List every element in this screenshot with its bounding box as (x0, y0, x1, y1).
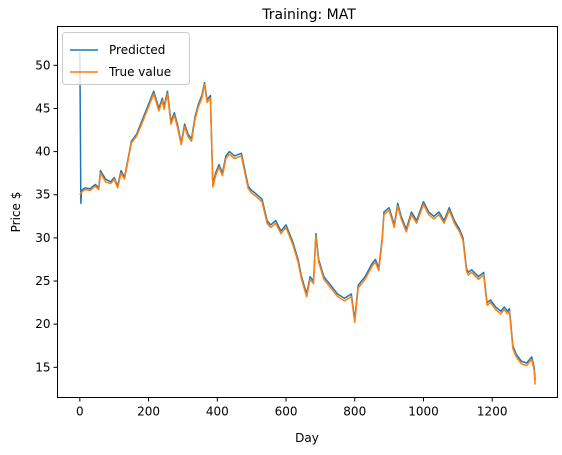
y-tick-label: 40 (35, 145, 50, 159)
x-axis-label: Day (295, 431, 319, 445)
x-tick-label: 400 (206, 405, 229, 419)
y-tick-label: 15 (35, 360, 50, 374)
y-tick-label: 20 (35, 317, 50, 331)
x-tick-label: 600 (275, 405, 298, 419)
plot-frame (57, 26, 558, 398)
series-line-true-value (79, 83, 536, 385)
plot-area (79, 52, 536, 385)
y-tick-label: 50 (35, 58, 50, 72)
y-axis: 15 20 25 30 35 40 45 50 (35, 58, 58, 374)
y-tick-label: 45 (35, 101, 50, 115)
x-tick-label: 800 (343, 405, 366, 419)
y-tick-label: 35 (35, 188, 50, 202)
x-axis: 0 200 400 600 800 1000 1200 (76, 397, 508, 419)
chart-title: Training: MAT (261, 7, 356, 23)
y-tick-label: 25 (35, 274, 50, 288)
legend-label-predicted: Predicted (109, 43, 165, 57)
x-tick-label: 1200 (477, 405, 508, 419)
x-tick-label: 0 (76, 405, 84, 419)
legend-label-true-value: True value (108, 65, 171, 79)
series-line-predicted (79, 52, 536, 381)
x-tick-label: 200 (137, 405, 160, 419)
legend: Predicted True value (62, 32, 190, 85)
y-tick-label: 30 (35, 231, 50, 245)
x-tick-label: 1000 (408, 405, 439, 419)
y-axis-label: Price $ (9, 192, 23, 233)
